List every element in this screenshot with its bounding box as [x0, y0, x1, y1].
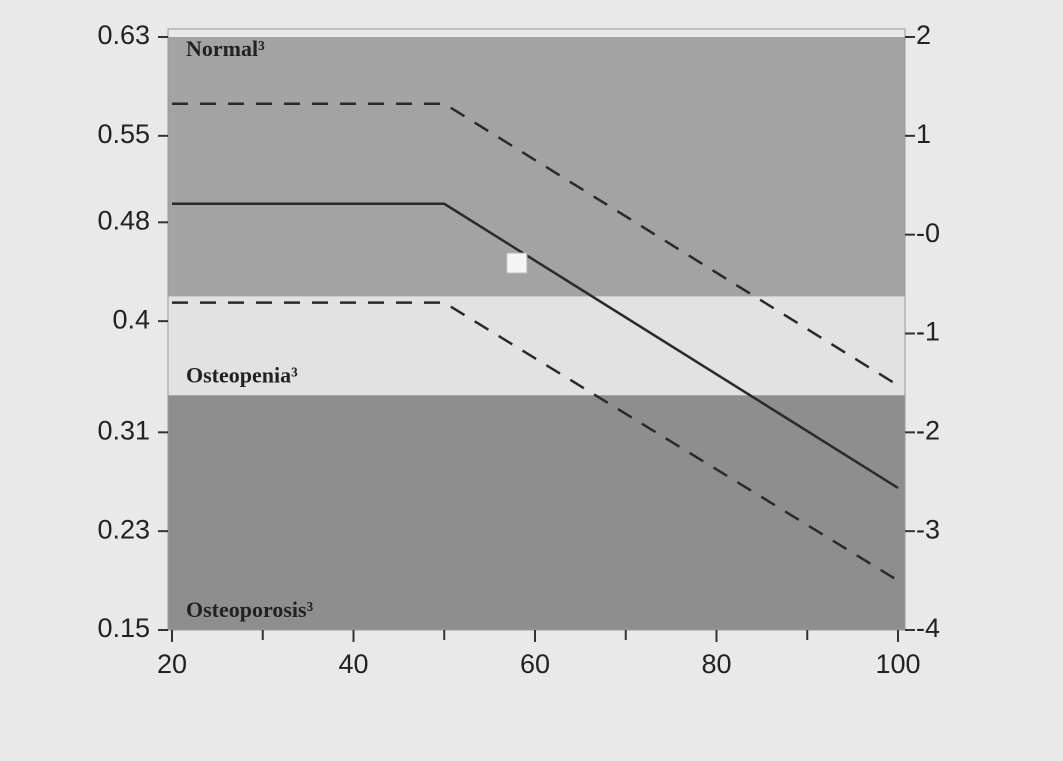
dashed-line: [172, 301, 899, 582]
region-label: Osteoporosis³: [186, 597, 314, 622]
x-tick-label: 40: [338, 649, 368, 679]
y2-tick-label: 2: [916, 20, 931, 50]
y2-tick-label: -3: [916, 514, 940, 544]
dashed-line: [172, 102, 899, 387]
y-tick-label: 0.55: [97, 119, 150, 149]
y-tick-label: 0.4: [112, 304, 150, 334]
y2-tick-label: -2: [916, 415, 940, 445]
region-band: [168, 37, 905, 297]
y2-tick-label: -0: [916, 218, 940, 248]
x-tick-label: 60: [520, 649, 550, 679]
y-tick-label: 0.31: [97, 415, 150, 445]
y2-tick-label: -1: [916, 317, 940, 347]
y-tick-label: 0.15: [97, 613, 150, 643]
y2-tick-label: -4: [916, 613, 940, 643]
y-tick-label: 0.23: [97, 514, 150, 544]
y2-tick-label: 1: [916, 119, 931, 149]
region-band: [168, 296, 905, 396]
plot-frame: [167, 28, 906, 631]
region-label: Normal³: [186, 36, 265, 61]
y-tick-label: 0.48: [97, 205, 150, 235]
y-tick-label: 0.63: [97, 20, 150, 50]
x-tick-label: 80: [701, 649, 731, 679]
solid-line: [172, 202, 899, 489]
data-marker: [506, 252, 528, 274]
region-band: [168, 395, 905, 630]
x-tick-label: 20: [157, 649, 187, 679]
x-tick-label: 100: [875, 649, 920, 679]
region-label: Osteopenia³: [186, 362, 298, 387]
